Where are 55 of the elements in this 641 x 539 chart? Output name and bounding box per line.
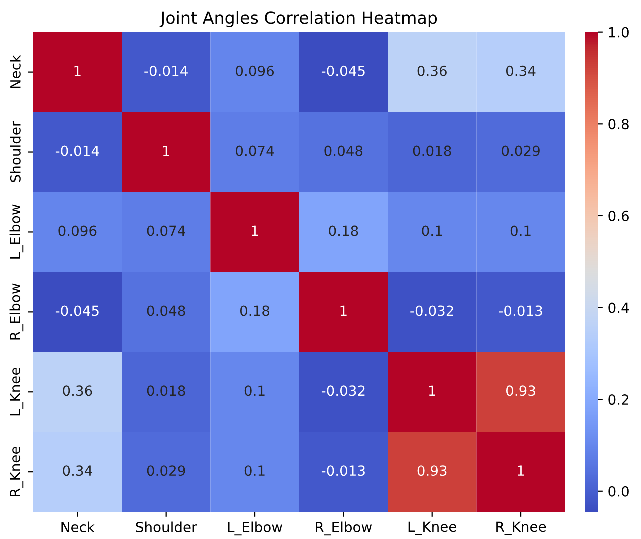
data-label: -0.014 bbox=[56, 146, 100, 156]
data-label: 0.018 bbox=[413, 146, 452, 156]
color-bar-label: 0.8 bbox=[608, 119, 629, 130]
data-label: 0.096 bbox=[58, 226, 97, 236]
x-tick-label: Shoulder bbox=[136, 522, 198, 533]
data-label: 0.18 bbox=[329, 226, 358, 236]
color-bar-label: 0.6 bbox=[608, 210, 629, 222]
data-label: 0.074 bbox=[236, 146, 274, 156]
data-label: 0.18 bbox=[240, 306, 270, 316]
data-label: 0.029 bbox=[147, 466, 186, 476]
y-tick-label: L_Elbow bbox=[10, 204, 24, 259]
data-label: 0.34 bbox=[63, 466, 92, 476]
y-tick-label: R_Knee bbox=[10, 447, 24, 497]
data-label: 0.93 bbox=[506, 386, 536, 396]
data-label: 0.93 bbox=[418, 466, 447, 476]
data-label: 0.1 bbox=[510, 226, 531, 236]
color-bar-label: 0.0 bbox=[608, 486, 629, 497]
data-label: -0.045 bbox=[56, 306, 99, 316]
data-label: -0.014 bbox=[144, 66, 188, 76]
x-tick-label: L_Knee bbox=[408, 522, 456, 536]
data-label: 1 bbox=[429, 386, 436, 396]
data-label: -0.045 bbox=[322, 66, 365, 76]
color-bar-label: 1.0 bbox=[609, 27, 629, 38]
color-bar-label: 0.4 bbox=[608, 302, 630, 314]
data-label: 0.096 bbox=[236, 66, 274, 76]
data-label: 1 bbox=[74, 66, 81, 76]
data-label: 1 bbox=[252, 226, 258, 236]
data-label: 0.029 bbox=[502, 146, 540, 156]
data-label: 1 bbox=[163, 146, 170, 156]
data-label: -0.032 bbox=[410, 306, 454, 316]
data-label: 1 bbox=[340, 306, 347, 316]
data-label: 0.36 bbox=[63, 386, 92, 396]
data-label: -0.013 bbox=[499, 306, 542, 316]
data-label: 0.048 bbox=[324, 146, 363, 156]
data-label: 1 bbox=[518, 466, 524, 476]
data-label: -0.032 bbox=[322, 386, 365, 396]
color-bar-label: 0.2 bbox=[608, 394, 628, 406]
x-tick-label: L_Elbow bbox=[228, 522, 282, 536]
data-label: 0.018 bbox=[147, 386, 186, 396]
data-label: 0.1 bbox=[422, 226, 442, 236]
y-tick-label: Shoulder bbox=[10, 121, 21, 182]
data-label: 0.1 bbox=[244, 466, 265, 476]
x-tick-label: R_Knee bbox=[496, 522, 546, 536]
data-label: 0.074 bbox=[147, 226, 186, 236]
data-label: 0.36 bbox=[418, 66, 447, 76]
x-tick-label: R_Elbow bbox=[316, 522, 372, 536]
y-tick-label: L_Knee bbox=[10, 368, 24, 416]
y-tick-label: Neck bbox=[10, 55, 21, 88]
data-label: -0.013 bbox=[322, 466, 365, 476]
data-label: 0.1 bbox=[244, 386, 265, 396]
y-tick-label: R_Elbow bbox=[10, 284, 24, 340]
data-label: 0.34 bbox=[506, 66, 536, 76]
x-tick-label: Neck bbox=[62, 522, 95, 533]
chart-title: Joint Angles Correlation Heatmap bbox=[160, 11, 438, 28]
data-label: 0.048 bbox=[147, 306, 186, 316]
